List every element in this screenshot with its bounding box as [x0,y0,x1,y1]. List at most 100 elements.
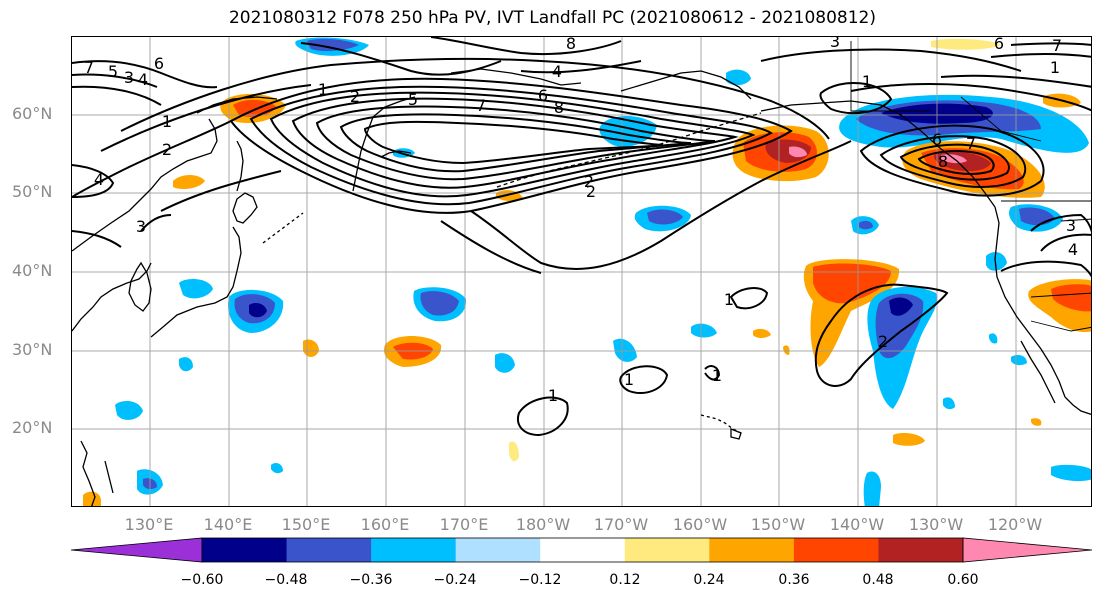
colorbar-cell [624,538,710,562]
colorbar-tick-label: 0.12 [609,572,641,588]
lon-label-130e: 130°E [124,515,174,534]
colorbar-extend-left [70,537,203,563]
pv-blob [863,471,881,506]
pv-blob [83,491,101,506]
lon-label-150e: 150°E [281,515,331,534]
contour-label: 5 [408,90,418,109]
pv-blob [1051,464,1091,482]
contour-label: 2 [878,332,888,351]
lon-label-160w: 160°W [672,515,728,534]
contour-label: 1 [862,72,872,91]
contour-label: 8 [566,37,576,53]
colorbar-tick-label: −0.24 [433,572,477,588]
pv-blob [179,279,213,299]
pv-blob [813,263,891,304]
colorbar-cell [793,538,879,562]
contour-label: 4 [552,62,562,81]
contour-label: 1 [318,80,328,99]
colorbar-cell [540,538,626,562]
contour-label: 3 [124,68,134,87]
colorbar-tick-label: 0.24 [693,572,725,588]
colorbar-frame [201,537,964,563]
colorbar-extend-right [962,537,1093,563]
contour-label: 2 [162,140,172,159]
lat-label-50n: 50°N [12,182,53,201]
pv-blob [509,441,519,462]
colorbar-tick-label: 0.60 [947,572,979,588]
pv-blob [765,139,811,163]
contour-label: 7 [1052,37,1062,55]
pv-blob [753,328,771,338]
colorbar-cell [709,538,795,562]
lon-label-140e: 140°E [203,515,253,534]
contour-label: 8 [554,98,564,117]
pv-blob [647,209,683,225]
pv-blob [783,345,790,355]
contour-label: 1 [548,386,558,405]
lon-label-150w: 150°W [750,515,806,534]
pv-blob [889,297,913,316]
lon-label-130w: 130°W [908,515,964,534]
colorbar-cell [455,538,541,562]
contour-label: 2 [350,87,360,106]
contour-label: 7 [966,134,976,153]
pv-blob [859,220,873,230]
pv-blob [179,357,193,372]
lon-label-120w: 120°W [987,515,1043,534]
pv-blob [893,433,925,446]
contour-label: 7 [84,58,94,77]
colorbar-tick-label: −0.36 [349,572,393,588]
pv-blob [613,338,637,362]
contour-label: 4 [94,170,104,189]
pv-blob [249,303,267,318]
contour-label: 3 [1066,216,1076,235]
lon-label-170e: 170°E [439,515,489,534]
contour-label: 8 [938,152,948,171]
pv-blob [173,175,205,189]
lon-label-160e: 160°E [360,515,410,534]
pv-blob [115,401,143,420]
pv-blob [1011,355,1027,366]
pv-blob [1031,418,1042,426]
contour-label: 2 [584,172,594,191]
colorbar-tick-label: −0.60 [180,572,224,588]
contour-label: 1 [162,112,172,131]
lat-label-60n: 60°N [12,104,53,123]
pv-blob [989,333,998,344]
colorbar-tick-label: −0.48 [264,572,308,588]
pv-blob [271,463,283,474]
pv-blob [691,323,717,338]
contour-label: 6 [994,37,1004,53]
contour-label: 3 [830,37,840,51]
map-panel: 1 2 2 1 2 3 4 5 6 7 8 1 1 1 1 1 2 2 3 4 … [71,36,1092,507]
contour-label: 6 [538,86,548,105]
colorbar-cell [878,538,964,562]
contour-label: 7 [476,96,486,115]
colorbar [70,537,1093,563]
contour-label: 2 [586,182,596,201]
contour-labels: 1 2 2 1 2 3 4 5 6 7 8 1 1 1 1 1 2 2 3 4 … [84,37,1078,405]
boundaries [850,41,1091,332]
lat-label-20n: 20°N [12,418,53,437]
lon-label-140w: 140°W [829,515,885,534]
contour-label: 1 [624,370,634,389]
contour-label: 4 [138,70,148,89]
pv-shading [83,37,1091,506]
colorbar-tick-label: −0.12 [518,572,562,588]
contour-label: 5 [108,62,118,81]
contour-label: 1 [1050,58,1060,77]
contour-label: 6 [932,130,942,149]
pv-blob [303,339,319,357]
contour-label: 3 [136,217,146,236]
map-title: 2021080312 F078 250 hPa PV, IVT Landfall… [228,8,876,28]
colorbar-cell [371,538,457,562]
lon-label-180w: 180°W [515,515,571,534]
contour-label: 6 [154,54,164,73]
pv-blob [495,353,515,373]
contour-label: 1 [712,366,722,385]
pv-blob [306,38,359,52]
colorbar-tick-label: 0.48 [862,572,894,588]
pv-blob [943,397,955,410]
map-canvas: 1 2 2 1 2 3 4 5 6 7 8 1 1 1 1 1 2 2 3 4 … [72,37,1091,506]
lon-label-170w: 170°W [593,515,649,534]
